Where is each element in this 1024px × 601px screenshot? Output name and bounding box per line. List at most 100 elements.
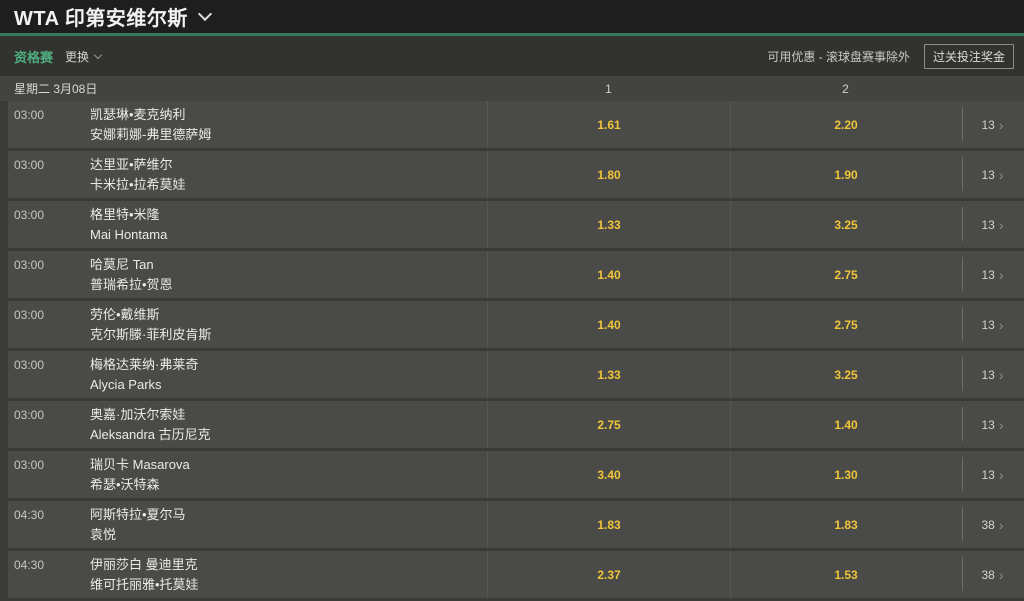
match-info: 03:00 梅格达莱纳·弗莱奇 Alycia Parks <box>8 351 487 398</box>
odds-player1[interactable]: 1.33 <box>487 351 730 398</box>
player1-name: 伊丽莎白 曼迪里克 <box>90 557 198 572</box>
match-time: 03:00 <box>14 358 45 372</box>
chevron-right-icon: › <box>998 566 1004 583</box>
odds-player2[interactable]: 1.30 <box>730 451 961 498</box>
match-row[interactable]: 03:00 梅格达莱纳·弗莱奇 Alycia Parks 1.33 3.25 1… <box>8 351 1024 398</box>
market-count: 38 <box>981 517 995 532</box>
market-count: 13 <box>981 467 995 482</box>
match-time: 03:00 <box>14 208 45 222</box>
odds-player2[interactable]: 1.90 <box>730 151 961 198</box>
odds-player2[interactable]: 3.25 <box>730 351 961 398</box>
more-markets-link[interactable]: 13 › <box>961 351 1024 398</box>
player1-name: 奥嘉·加沃尔索娃 <box>90 407 186 422</box>
match-row[interactable]: 03:00 格里特•米隆 Mai Hontama 1.33 3.25 13 › <box>8 201 1024 248</box>
player2-name: 希瑟•沃特森 <box>90 477 160 492</box>
player2-name: Mai Hontama <box>90 227 168 242</box>
match-row[interactable]: 04:30 伊丽莎白 曼迪里克 维可托丽雅•托莫娃 2.37 1.53 38 › <box>8 551 1024 598</box>
player-names: 奥嘉·加沃尔索娃 Aleksandra 古历尼克 <box>90 401 211 445</box>
match-time: 03:00 <box>14 108 45 122</box>
match-time: 03:00 <box>14 408 45 422</box>
match-row[interactable]: 03:00 凯瑟琳•麦克纳利 安娜莉娜-弗里德萨姆 1.61 2.20 13 › <box>8 101 1024 148</box>
odds-player2[interactable]: 1.53 <box>730 551 961 598</box>
more-markets-link[interactable]: 13 › <box>961 101 1024 148</box>
market-count: 13 <box>981 117 995 132</box>
match-row[interactable]: 03:00 哈莫尼 Tan 普瑞希拉•贺恩 1.40 2.75 13 › <box>8 251 1024 298</box>
odds-player2[interactable]: 1.83 <box>730 501 961 548</box>
player2-name: 克尔斯滕·菲利皮肯斯 <box>90 327 212 342</box>
player1-name: 阿斯特拉•夏尔马 <box>90 507 186 522</box>
match-info: 03:00 格里特•米隆 Mai Hontama <box>8 201 487 248</box>
player-names: 瑞贝卡 Masarova 希瑟•沃特森 <box>90 451 190 495</box>
odds-player1[interactable]: 3.40 <box>487 451 730 498</box>
more-markets-link[interactable]: 38 › <box>961 501 1024 548</box>
more-markets-link[interactable]: 13 › <box>961 251 1024 298</box>
odds-player1[interactable]: 2.37 <box>487 551 730 598</box>
odds-player1[interactable]: 1.40 <box>487 301 730 348</box>
odds-player2[interactable]: 2.20 <box>730 101 961 148</box>
match-time: 04:30 <box>14 508 45 522</box>
player-names: 格里特•米隆 Mai Hontama <box>90 201 167 245</box>
match-time: 03:00 <box>14 458 45 472</box>
parlay-bonus-button[interactable]: 过关投注奖金 <box>923 43 1014 69</box>
date-header: 星期二 3月08日 1 2 <box>0 76 1024 101</box>
market-count: 13 <box>981 267 995 282</box>
chevron-down-icon <box>93 50 103 59</box>
odds-player1[interactable]: 1.40 <box>487 251 730 298</box>
chevron-right-icon: › <box>998 166 1004 183</box>
player2-name: 袁悦 <box>90 527 117 542</box>
column-header-1: 1 <box>605 81 612 96</box>
match-row[interactable]: 03:00 奥嘉·加沃尔索娃 Aleksandra 古历尼克 2.75 1.40… <box>8 401 1024 448</box>
match-row[interactable]: 03:00 瑞贝卡 Masarova 希瑟•沃特森 3.40 1.30 13 › <box>8 451 1024 498</box>
odds-player2[interactable]: 1.40 <box>730 401 961 448</box>
odds-player1[interactable]: 1.83 <box>487 501 730 548</box>
more-markets-link[interactable]: 13 › <box>961 201 1024 248</box>
odds-player1[interactable]: 1.80 <box>487 151 730 198</box>
more-markets-link[interactable]: 13 › <box>961 151 1024 198</box>
player-names: 劳伦•戴维斯 克尔斯滕·菲利皮肯斯 <box>90 301 211 345</box>
match-info: 04:30 伊丽莎白 曼迪里克 维可托丽雅•托莫娃 <box>8 551 487 598</box>
odds-player1[interactable]: 1.61 <box>487 101 730 148</box>
more-markets-link[interactable]: 13 › <box>961 301 1024 348</box>
player-names: 凯瑟琳•麦克纳利 安娜莉娜-弗里德萨姆 <box>90 101 211 145</box>
chevron-right-icon: › <box>998 266 1004 283</box>
column-header-2: 2 <box>842 81 849 96</box>
player2-name: 安娜莉娜-弗里德萨姆 <box>90 127 212 142</box>
player1-name: 梅格达莱纳·弗莱奇 <box>90 357 199 372</box>
player1-name: 格里特•米隆 <box>90 207 160 222</box>
chevron-right-icon: › <box>998 466 1004 483</box>
odds-player1[interactable]: 1.33 <box>487 201 730 248</box>
promo-text: 可用优惠 - 滚球盘赛事除外 <box>767 49 910 64</box>
change-label: 更换 <box>65 49 90 64</box>
player2-name: Aleksandra 古历尼克 <box>90 427 211 442</box>
player1-name: 瑞贝卡 Masarova <box>90 457 190 472</box>
more-markets-link[interactable]: 13 › <box>961 401 1024 448</box>
market-count: 13 <box>981 367 995 382</box>
toolbar: 资格赛 更换 可用优惠 - 滚球盘赛事除外 过关投注奖金 <box>0 36 1024 76</box>
match-row[interactable]: 03:00 达里亚•萨维尔 卡米拉•拉希莫娃 1.80 1.90 13 › <box>8 151 1024 198</box>
match-row[interactable]: 03:00 劳伦•戴维斯 克尔斯滕·菲利皮肯斯 1.40 2.75 13 › <box>8 301 1024 348</box>
odds-player2[interactable]: 2.75 <box>730 251 961 298</box>
odds-player2[interactable]: 2.75 <box>730 301 961 348</box>
player-names: 哈莫尼 Tan 普瑞希拉•贺恩 <box>90 251 173 295</box>
league-header-dropdown[interactable]: WTA 印第安维尔斯 <box>0 0 1024 33</box>
odds-player1[interactable]: 2.75 <box>487 401 730 448</box>
chevron-right-icon: › <box>998 366 1004 383</box>
odds-player2[interactable]: 3.25 <box>730 201 961 248</box>
player2-name: 维可托丽雅•托莫娃 <box>90 577 199 592</box>
chevron-right-icon: › <box>998 316 1004 333</box>
accent-divider <box>0 33 1024 36</box>
match-time: 03:00 <box>14 158 45 172</box>
change-competition-button[interactable]: 更换 <box>65 48 103 65</box>
player1-name: 劳伦•戴维斯 <box>90 307 160 322</box>
player2-name: 普瑞希拉•贺恩 <box>90 277 173 292</box>
match-info: 03:00 瑞贝卡 Masarova 希瑟•沃特森 <box>8 451 487 498</box>
match-info: 03:00 哈莫尼 Tan 普瑞希拉•贺恩 <box>8 251 487 298</box>
player1-name: 达里亚•萨维尔 <box>90 157 173 172</box>
chevron-right-icon: › <box>998 416 1004 433</box>
match-row[interactable]: 04:30 阿斯特拉•夏尔马 袁悦 1.83 1.83 38 › <box>8 501 1024 548</box>
chevron-right-icon: › <box>998 516 1004 533</box>
more-markets-link[interactable]: 13 › <box>961 451 1024 498</box>
player-names: 达里亚•萨维尔 卡米拉•拉希莫娃 <box>90 151 186 195</box>
more-markets-link[interactable]: 38 › <box>961 551 1024 598</box>
